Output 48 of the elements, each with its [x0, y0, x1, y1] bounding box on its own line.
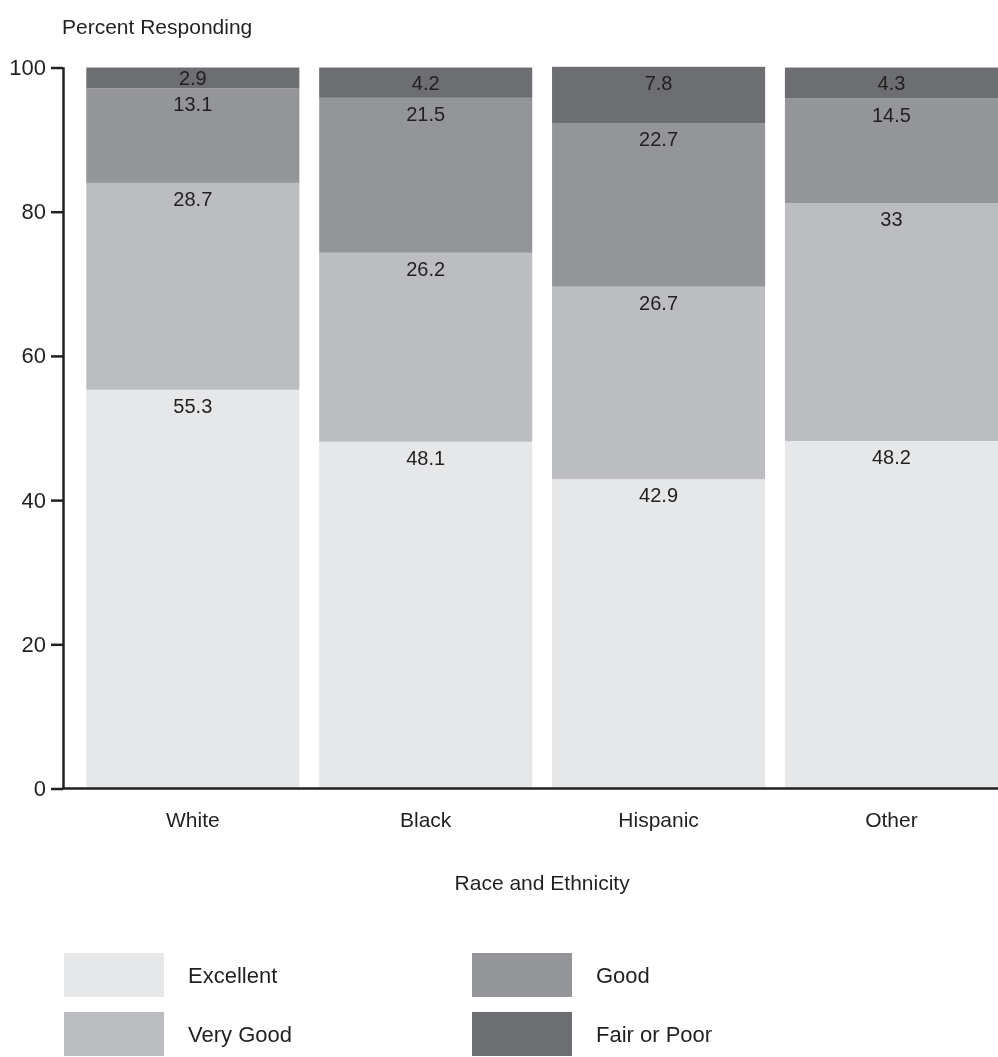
data-label: 26.7: [639, 291, 679, 314]
data-label: 7.8: [644, 71, 673, 94]
bar: [552, 286, 766, 480]
data-label: 4.2: [411, 71, 440, 94]
bar: [86, 389, 300, 789]
y-tick-label: 40: [21, 487, 46, 513]
x-tick-label: Hispanic: [618, 807, 699, 831]
bar: [784, 67, 998, 99]
bar: [319, 97, 533, 253]
x-tick-label: White: [165, 807, 220, 831]
y-tick-label: 20: [21, 631, 46, 657]
bar: [784, 98, 998, 204]
bar: [319, 67, 533, 98]
data-label: 22.7: [639, 128, 679, 151]
data-label: 42.9: [639, 484, 679, 507]
bar: [552, 479, 766, 789]
bar: [86, 88, 300, 183]
legend-label: Very Good: [188, 1021, 292, 1047]
data-label: 14.5: [871, 103, 911, 126]
data-label: 13.1: [173, 93, 213, 116]
legend-label: Fair or Poor: [596, 1021, 713, 1047]
bar: [784, 203, 998, 441]
x-axis-title: Race and Ethnicity: [454, 870, 631, 894]
data-label: 33: [880, 208, 903, 231]
legend-label: Good: [596, 962, 650, 988]
data-label: 2.9: [178, 66, 207, 89]
data-label: 21.5: [406, 102, 446, 125]
data-label: 26.2: [406, 257, 446, 280]
y-tick-label: 100: [9, 55, 46, 81]
y-axis-title: Percent Responding: [62, 14, 253, 38]
bar: [319, 441, 533, 789]
y-tick-label: 60: [21, 343, 46, 369]
bar: [552, 123, 766, 287]
bar: [784, 440, 998, 789]
bar: [319, 252, 533, 442]
data-label: 55.3: [173, 394, 213, 417]
legend-label: Excellent: [188, 962, 278, 988]
data-label: 48.1: [406, 446, 446, 469]
data-label: 4.3: [877, 72, 906, 95]
data-label: 28.7: [173, 187, 213, 210]
bar: [552, 66, 766, 124]
x-tick-label: Black: [400, 807, 452, 831]
bar: [86, 182, 300, 390]
bar: [86, 67, 300, 89]
y-tick-label: 80: [21, 199, 46, 225]
data-label: 48.2: [871, 445, 911, 468]
y-tick-label: 0: [33, 776, 46, 802]
x-tick-label: Other: [865, 807, 918, 831]
